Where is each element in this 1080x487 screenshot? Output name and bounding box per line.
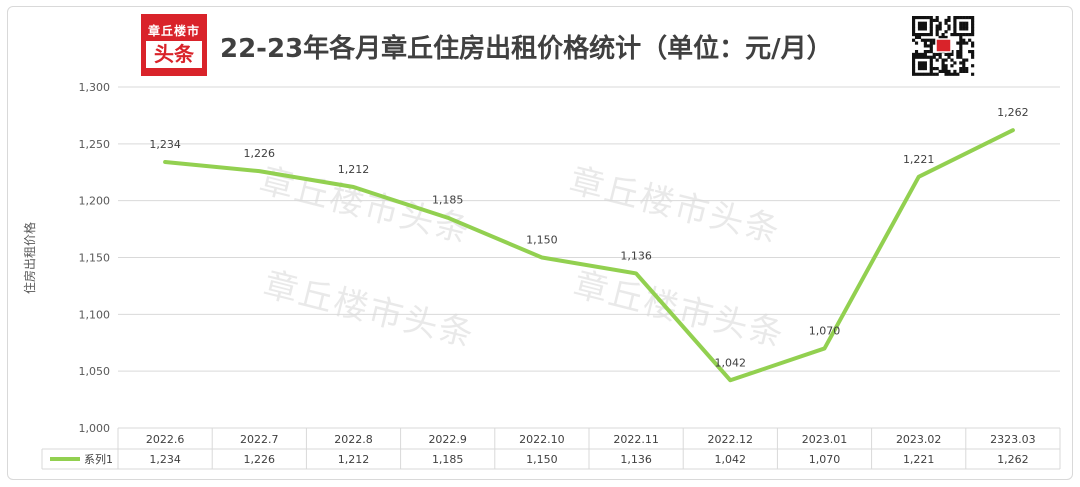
table-value: 1,221 (903, 453, 935, 466)
data-point (163, 160, 167, 164)
y-tick-label: 1,300 (79, 81, 111, 94)
data-point (446, 216, 450, 220)
x-tick-label: 2022.9 (428, 433, 467, 446)
table-value: 1,212 (338, 453, 370, 466)
data-label: 1,042 (715, 356, 747, 369)
x-tick-label: 2023.02 (896, 433, 942, 446)
data-label: 1,070 (809, 324, 841, 337)
data-label: 1,136 (620, 249, 652, 262)
data-point (823, 346, 826, 350)
table-value: 1,234 (149, 453, 181, 466)
y-tick-label: 1,250 (79, 138, 111, 151)
series-line (163, 128, 1015, 383)
table-value: 1,136 (620, 453, 652, 466)
qr-code-icon (912, 16, 975, 76)
x-tick-label: 2023.01 (802, 433, 848, 446)
data-point (1011, 128, 1015, 132)
data-point (352, 185, 355, 189)
data-label: 1,150 (526, 234, 558, 247)
y-tick-label: 1,150 (79, 252, 111, 265)
data-point (917, 175, 921, 179)
table-value: 1,070 (809, 453, 841, 466)
table-value: 1,226 (244, 453, 276, 466)
table-value: 1,185 (432, 453, 464, 466)
logo-line2: 头条 (146, 41, 202, 68)
data-point (728, 378, 732, 382)
x-tick-label: 2323.03 (990, 433, 1036, 446)
data-label: 1,185 (432, 194, 464, 207)
page-title: 22-23年各月章丘住房出租价格统计（单位：元/月） (220, 34, 833, 64)
table-value: 1,262 (997, 453, 1029, 466)
y-axis-label: 住房出租价格 (22, 222, 37, 294)
logo-line1: 章丘楼市 (147, 24, 200, 38)
x-tick-label: 2022.10 (519, 433, 565, 446)
data-label: 1,221 (903, 153, 935, 166)
brand-logo: 章丘楼市 头条 (141, 14, 207, 76)
x-tick-label: 2022.7 (240, 433, 279, 446)
y-tick-label: 1,050 (79, 365, 111, 378)
x-tick-label: 2022.6 (146, 433, 185, 446)
data-point (257, 169, 261, 173)
data-point (540, 256, 544, 259)
data-point (634, 271, 638, 275)
table-value: 1,042 (715, 453, 747, 466)
legend-label: 系列1 (84, 452, 113, 466)
data-label: 1,234 (149, 138, 181, 151)
table-value: 1,150 (526, 453, 558, 466)
y-tick-label: 1,200 (79, 195, 111, 208)
data-label: 1,212 (338, 163, 370, 176)
x-tick-label: 2022.8 (334, 433, 373, 446)
data-label: 1,262 (997, 106, 1029, 119)
chart-frame (7, 6, 1073, 480)
x-tick-label: 2022.12 (708, 433, 754, 446)
y-tick-label: 1,100 (79, 308, 111, 321)
y-tick-label: 1,000 (79, 422, 111, 435)
data-label: 1,226 (244, 147, 276, 160)
x-tick-label: 2022.11 (613, 433, 659, 446)
